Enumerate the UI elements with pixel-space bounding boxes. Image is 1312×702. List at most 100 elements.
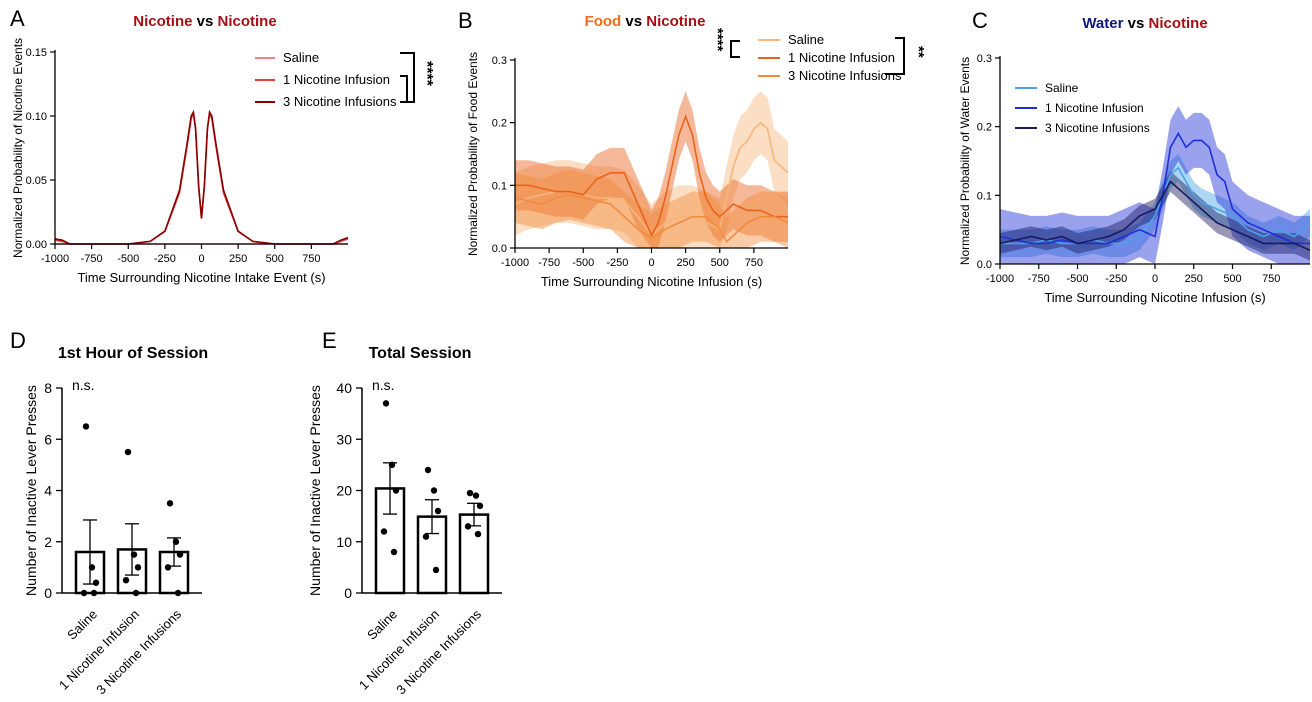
data-point (174, 589, 182, 597)
y-tick-label: 30 (336, 431, 352, 447)
data-point (88, 564, 96, 571)
series-line (54, 109, 349, 245)
series-band (515, 91, 788, 248)
series-line (54, 110, 349, 245)
panel-label-a: A (10, 6, 25, 31)
y-tick-label: 20 (336, 483, 352, 499)
data-point (124, 448, 132, 456)
y-tick-label: 0.0 (977, 259, 992, 271)
legend-label: Saline (283, 50, 319, 65)
x-tick-label: 0 (1152, 273, 1158, 285)
y-tick-label: 0 (44, 585, 52, 601)
y-tick-label: 0.00 (26, 239, 47, 251)
x-tick-label: -500 (1066, 273, 1088, 285)
x-tick-label: 500 (1223, 273, 1241, 285)
y-tick-label: 0.0 (492, 243, 507, 255)
y-tick-label: 2 (44, 534, 52, 550)
data-point (92, 579, 100, 586)
series-line (999, 180, 1310, 252)
significance-stars: **** (709, 28, 726, 52)
y-tick-label: 4 (44, 483, 52, 499)
x-tick-label: -1000 (41, 253, 69, 265)
data-point (380, 528, 388, 535)
data-point (466, 489, 474, 497)
sig-bracket-left (730, 40, 740, 58)
sig-bracket-right (885, 37, 905, 75)
x-tick-label: -750 (1028, 273, 1050, 285)
x-tick-label: 250 (229, 253, 247, 265)
legend-label: 1 Nicotine Infusion (1045, 101, 1144, 115)
legend-label: 3 Nicotine Infusions (1045, 121, 1150, 135)
panel-label-b: B (458, 8, 473, 33)
y-tick-label: 0.3 (492, 55, 507, 67)
chart-title: Nicotine vs Nicotine (133, 13, 276, 30)
x-tick-label: 250 (1185, 273, 1203, 285)
y-axis-label: Normalized Probability of Nicotine Event… (11, 38, 25, 258)
series-line (1000, 166, 1310, 245)
series-line (999, 131, 1310, 245)
series-band (1000, 154, 1310, 258)
legend-label: Saline (1045, 81, 1079, 95)
panel-label-c: C (972, 8, 988, 33)
chart-title: Water vs Nicotine (1082, 15, 1207, 32)
series-band (515, 91, 788, 248)
x-axis-label: Time Surrounding Nicotine Infusion (s) (541, 274, 762, 289)
panel-label-e: E (322, 328, 337, 353)
x-tick-label: -1000 (501, 257, 529, 269)
ns-annotation: n.s. (72, 377, 95, 393)
chart-c: Water vs Nicotine -1000 -750 -500 -250 0 250 50… (958, 15, 1310, 305)
data-point (122, 576, 130, 584)
data-point (390, 548, 398, 556)
y-axis-label: Number of Inactive Lever Presses (307, 385, 323, 596)
series-line (514, 193, 789, 243)
y-tick-label: 6 (44, 431, 52, 447)
chart-title: Food vs Nicotine (585, 13, 706, 30)
y-axis-label: Normalized Probability of Food Events (466, 52, 480, 256)
data-point (474, 530, 482, 538)
chart-title: 1st Hour of Session (58, 345, 208, 362)
y-tick-label: 0.15 (26, 47, 47, 59)
series-band (1000, 106, 1310, 264)
x-tick-label: -250 (154, 253, 176, 265)
x-tick-label: 0 (648, 257, 654, 269)
data-point (432, 566, 440, 574)
x-tick-label: 0 (198, 253, 204, 265)
sig-bracket-inner (400, 75, 408, 102)
legend-label: 1 Nicotine Infusion (283, 72, 390, 87)
data-point (430, 487, 438, 494)
x-tick-label: Saline (364, 607, 400, 643)
x-axis-label: Time Surrounding Nicotine Intake Event (… (77, 270, 325, 285)
data-point (476, 502, 484, 510)
y-tick-label: 40 (336, 380, 352, 396)
x-tick-label: Saline (64, 607, 100, 643)
x-tick-label: -500 (572, 257, 594, 269)
x-tick-label: -1000 (986, 273, 1014, 285)
y-tick-label: 0.2 (977, 122, 992, 134)
data-point (464, 523, 472, 530)
series-line (515, 114, 788, 238)
data-point (382, 400, 390, 407)
y-tick-label: 8 (44, 380, 52, 396)
chart-d: 1st Hour of Session 0 2 4 6 8 Number of Inacti… (23, 345, 208, 697)
chart-e: Total Session 0 10 20 30 40 Number of Inactive… (307, 345, 502, 697)
data-point (134, 564, 142, 571)
y-tick-label: 10 (336, 534, 352, 550)
y-tick-label: 0 (344, 585, 352, 601)
data-point (176, 551, 184, 558)
x-tick-label: 750 (1262, 273, 1280, 285)
x-tick-label: 250 (676, 257, 694, 269)
y-tick-label: 0.3 (977, 53, 992, 65)
y-axis-label: Number of Inactive Lever Presses (23, 385, 39, 596)
legend-label: 3 Nicotine Infusions (283, 94, 397, 109)
legend-label: 3 Nicotine Infusions (788, 68, 902, 83)
chart-title: Total Session (369, 345, 472, 362)
significance-stars: **** (418, 61, 435, 87)
legend-label: 1 Nicotine Infusion (788, 50, 895, 65)
chart-b: Food vs Nicotine -1000 -750 -500 -250 0 250 500… (466, 13, 927, 289)
x-axis-label: Time Surrounding Nicotine Infusion (s) (1044, 290, 1265, 305)
y-tick-label: 0.1 (977, 190, 992, 202)
x-tick-label: 750 (745, 257, 763, 269)
data-point (80, 589, 88, 597)
ns-annotation: n.s. (372, 377, 395, 393)
data-point (132, 589, 140, 597)
